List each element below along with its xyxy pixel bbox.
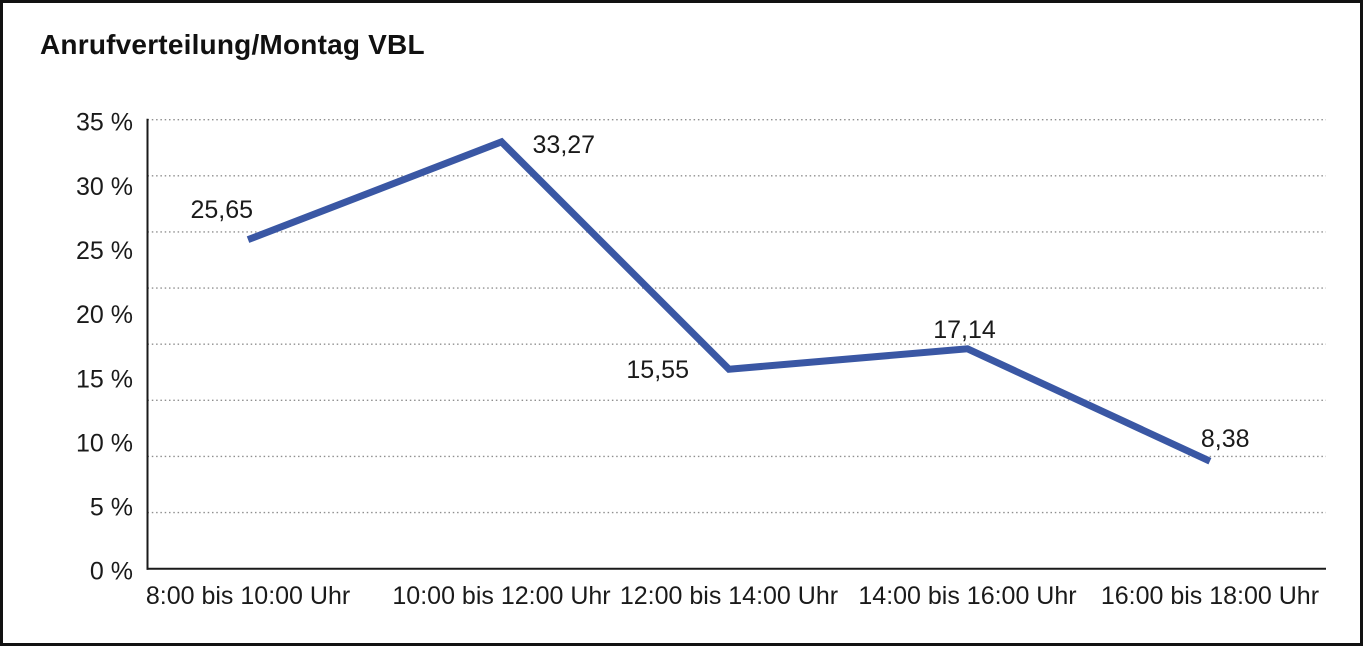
- x-category-label: 10:00 bis 12:00 Uhr: [392, 582, 610, 610]
- y-tick-label: 25 %: [76, 237, 133, 265]
- line-chart: 0 % 5 % 10 % 15 % 20 % 25 % 30 % 35 % 8:00 bis 1…: [76, 109, 1326, 610]
- x-category-label: 8:00 bis 10:00 Uhr: [146, 582, 350, 610]
- y-tick-label: 10 %: [76, 429, 133, 457]
- data-point-label: 17,14: [933, 316, 996, 344]
- y-tick-label: 20 %: [76, 301, 133, 329]
- data-point-label: 15,55: [626, 356, 689, 384]
- x-category-label: 16:00 bis 18:00 Uhr: [1101, 582, 1319, 610]
- data-point-label: 8,38: [1201, 425, 1250, 453]
- y-tick-label: 30 %: [76, 173, 133, 201]
- data-point-label: 25,65: [190, 196, 253, 224]
- chart-title: Anrufverteilung/Montag VBL: [40, 29, 425, 60]
- y-tick-label: 35 %: [76, 109, 133, 137]
- y-tick-label: 0 %: [90, 558, 133, 586]
- data-point-label: 33,27: [533, 131, 596, 159]
- y-tick-label: 5 %: [90, 494, 133, 522]
- x-category-label: 12:00 bis 14:00 Uhr: [620, 582, 838, 610]
- y-tick-label: 15 %: [76, 365, 133, 393]
- data-line: [246, 137, 1212, 465]
- x-category-label: 14:00 bis 16:00 Uhr: [858, 582, 1076, 610]
